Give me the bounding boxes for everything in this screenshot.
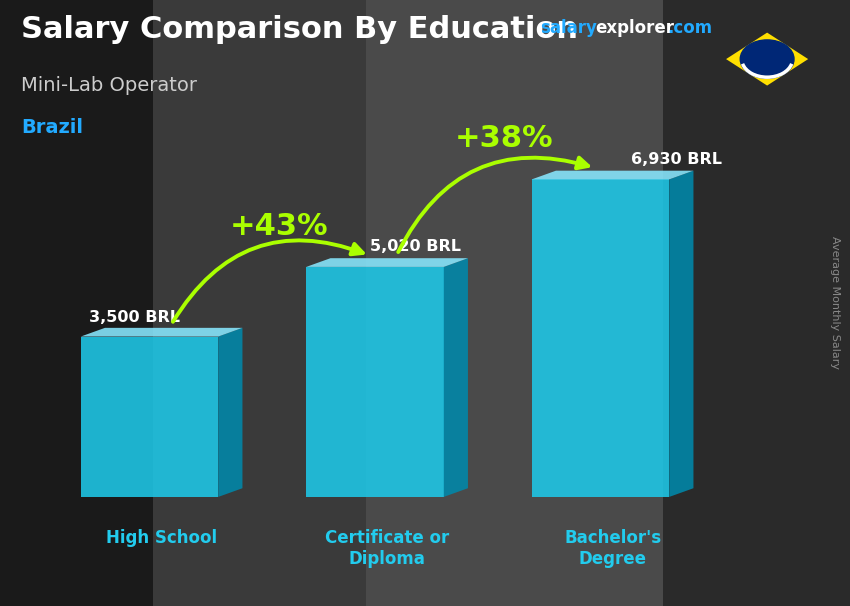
Polygon shape [306,258,468,267]
Text: +43%: +43% [230,211,328,241]
Text: Mini-Lab Operator: Mini-Lab Operator [21,76,197,95]
Text: +38%: +38% [455,124,553,153]
Polygon shape [532,179,669,497]
Text: salary: salary [540,19,597,38]
FancyBboxPatch shape [663,0,850,606]
Text: 3,500 BRL: 3,500 BRL [89,310,180,325]
Text: explorer: explorer [595,19,674,38]
Text: 5,020 BRL: 5,020 BRL [370,239,461,254]
Polygon shape [726,33,808,85]
Polygon shape [81,336,218,497]
Text: High School: High School [106,529,217,547]
Polygon shape [532,171,694,179]
Polygon shape [306,267,444,497]
Text: Bachelor's
Degree: Bachelor's Degree [564,529,661,568]
Text: 6,930 BRL: 6,930 BRL [632,153,722,167]
Polygon shape [669,171,694,497]
FancyBboxPatch shape [0,0,153,606]
Circle shape [740,40,794,78]
FancyBboxPatch shape [153,0,366,606]
FancyBboxPatch shape [366,0,663,606]
Text: Average Monthly Salary: Average Monthly Salary [830,236,840,370]
Polygon shape [81,328,242,336]
Text: Brazil: Brazil [21,118,83,137]
Polygon shape [218,328,242,497]
Text: Salary Comparison By Education: Salary Comparison By Education [21,15,578,44]
Polygon shape [444,258,468,497]
Text: .com: .com [667,19,712,38]
Text: Certificate or
Diploma: Certificate or Diploma [325,529,449,568]
